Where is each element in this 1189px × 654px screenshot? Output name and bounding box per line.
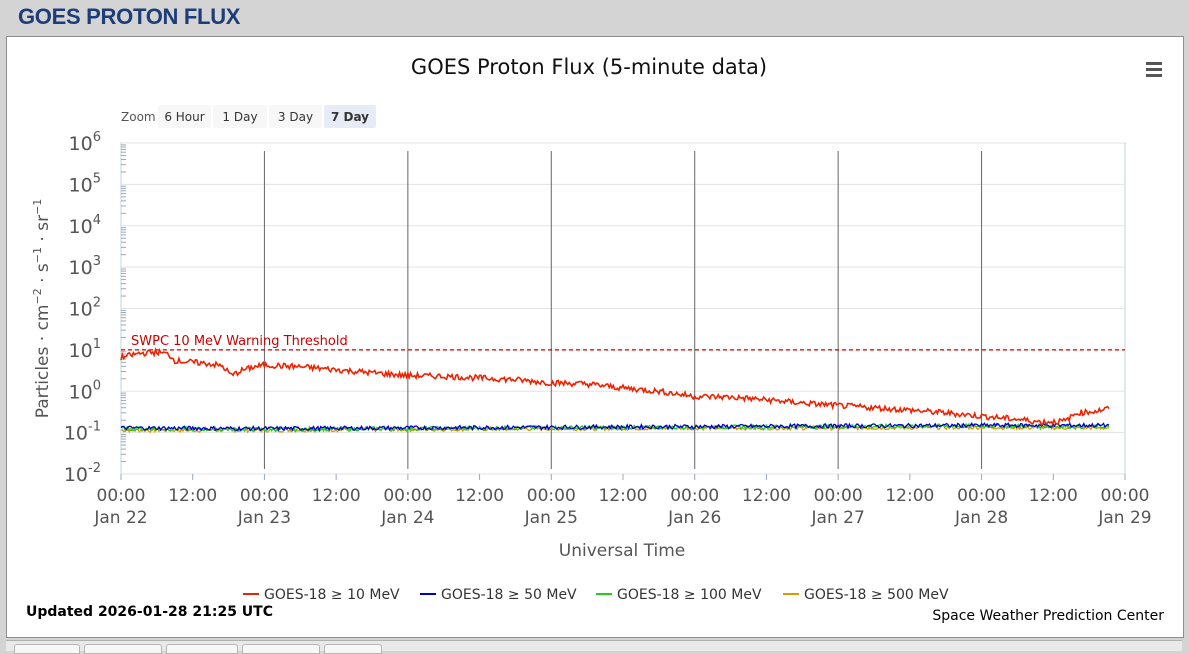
x-tick-label: 12:00 xyxy=(168,486,217,506)
y-tick-label: 100 xyxy=(69,378,101,403)
bottom-tab-strip xyxy=(6,640,1182,651)
zoom-button[interactable]: 6 Hour xyxy=(158,105,211,128)
hamburger-menu-icon xyxy=(1146,62,1162,77)
series-line xyxy=(120,422,1110,433)
page-header: GOES PROTON FLUX xyxy=(0,0,1189,34)
y-tick-label: 102 xyxy=(69,296,101,321)
zoom-label: Zoom xyxy=(121,110,156,124)
x-axis-title: Universal Time xyxy=(559,541,685,561)
x-tick-label: 00:00 xyxy=(670,486,719,506)
x-tick-label: 12:00 xyxy=(885,486,934,506)
zoom-button-bg xyxy=(269,105,322,128)
zoom-button-bg xyxy=(213,105,267,128)
x-tick-date: Jan 22 xyxy=(93,508,147,528)
bottom-tab[interactable] xyxy=(324,644,382,654)
y-tick-label: 10-2 xyxy=(64,461,101,486)
zoom-button-bg xyxy=(324,105,376,128)
x-tick-label: 12:00 xyxy=(455,486,504,506)
x-tick-date: Jan 23 xyxy=(237,508,291,528)
legend-label: GOES-18 ≥ 10 MeV xyxy=(264,587,400,603)
zoom-button-label: 1 Day xyxy=(222,110,257,124)
x-tick-label: 12:00 xyxy=(1029,486,1078,506)
x-tick-label: 00:00 xyxy=(957,486,1006,506)
y-tick-label: 103 xyxy=(69,254,101,279)
bottom-tab[interactable] xyxy=(166,644,238,654)
zoom-button-label: 7 Day xyxy=(331,110,369,124)
chart-panel: GOES Proton Flux (5-minute data) Zoom 6 … xyxy=(6,36,1184,638)
x-tick-label: 12:00 xyxy=(312,486,361,506)
legend-label: GOES-18 ≥ 50 MeV xyxy=(441,587,577,603)
x-tick-date: Jan 27 xyxy=(811,508,865,528)
zoom-button[interactable]: 1 Day xyxy=(213,105,267,128)
updated-timestamp: Updated 2026-01-28 21:25 UTC xyxy=(26,604,273,620)
legend-item[interactable]: GOES-18 ≥ 10 MeV xyxy=(243,587,400,603)
x-tick-label: 12:00 xyxy=(742,486,791,506)
chart-legend: GOES-18 ≥ 10 MeV GOES-18 ≥ 50 MeV GOES-18 … xyxy=(243,587,949,603)
zoom-control: Zoom 6 Hour 1 Day 3 Day 7 Day xyxy=(121,105,376,128)
x-tick-date: Jan 29 xyxy=(1097,508,1151,528)
bottom-tab[interactable] xyxy=(84,644,162,654)
page-title: GOES PROTON FLUX xyxy=(18,4,241,29)
y-tick-label: 10-1 xyxy=(64,420,101,445)
bottom-tab[interactable] xyxy=(14,644,80,654)
y-axis-title: Particles · cm−2 · s−1 · sr−1 xyxy=(31,199,53,419)
x-tick-label: 00:00 xyxy=(1101,486,1150,506)
bottom-tab[interactable] xyxy=(242,644,320,654)
x-tick-label: 00:00 xyxy=(240,486,289,506)
x-tick-date: Jan 24 xyxy=(380,508,434,528)
x-tick-date: Jan 25 xyxy=(524,508,578,528)
legend-item[interactable]: GOES-18 ≥ 500 MeV xyxy=(783,587,949,603)
zoom-button-label: 6 Hour xyxy=(164,110,204,124)
x-tick-date: Jan 26 xyxy=(667,508,721,528)
x-tick-label: 00:00 xyxy=(383,486,432,506)
zoom-button-bg xyxy=(158,105,211,128)
warning-threshold-label: SWPC 10 MeV Warning Threshold xyxy=(131,334,348,349)
series-line xyxy=(120,347,1110,426)
legend-item[interactable]: GOES-18 ≥ 50 MeV xyxy=(420,587,577,603)
proton-flux-chart: GOES Proton Flux (5-minute data) Zoom 6 … xyxy=(26,55,1167,624)
y-tick-label: 104 xyxy=(69,213,101,238)
legend-label: GOES-18 ≥ 100 MeV xyxy=(617,587,762,603)
credit-text: Space Weather Prediction Center xyxy=(932,608,1164,624)
legend-label: GOES-18 ≥ 500 MeV xyxy=(804,587,949,603)
chart-title: GOES Proton Flux (5-minute data) xyxy=(411,55,767,79)
x-tick-label: 00:00 xyxy=(97,486,146,506)
y-tick-label: 105 xyxy=(69,171,101,196)
x-tick-label: 12:00 xyxy=(599,486,648,506)
legend-item[interactable]: GOES-18 ≥ 100 MeV xyxy=(596,587,762,603)
x-tick-label: 00:00 xyxy=(814,486,863,506)
y-tick-label: 101 xyxy=(69,337,101,362)
zoom-button[interactable]: 7 Day xyxy=(324,105,376,128)
y-tick-label: 106 xyxy=(69,130,101,155)
zoom-button[interactable]: 3 Day xyxy=(269,105,322,128)
x-tick-date: Jan 28 xyxy=(954,508,1008,528)
zoom-button-label: 3 Day xyxy=(278,110,313,124)
x-tick-label: 00:00 xyxy=(527,486,576,506)
chart-menu-button[interactable] xyxy=(1137,55,1167,81)
